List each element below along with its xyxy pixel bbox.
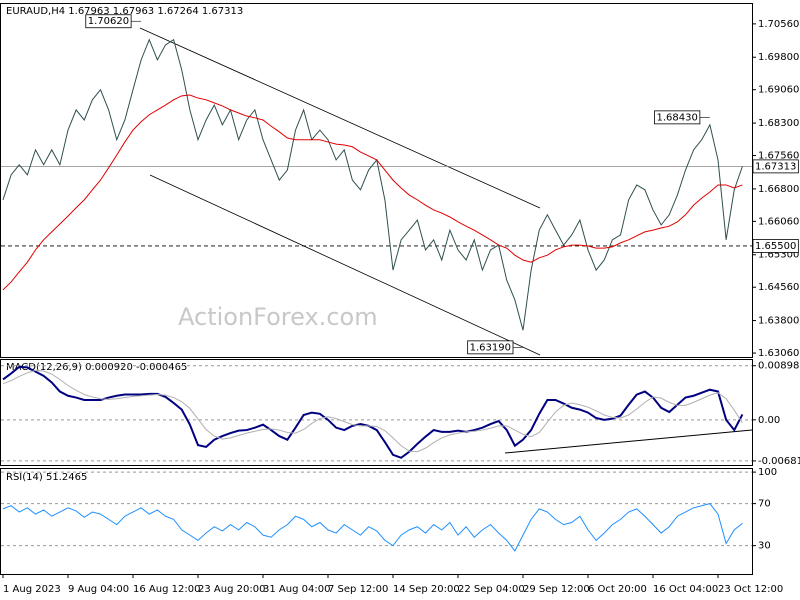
y-tick-label: 1.69800: [758, 52, 799, 63]
channel-line: [139, 27, 541, 209]
x-tick-label: 31 Aug 04:00: [263, 584, 330, 595]
x-tick-label: 9 Aug 04:00: [68, 584, 129, 595]
series-line: [2, 369, 743, 453]
series-line: [2, 38, 743, 331]
y-tick-label: 70: [758, 499, 771, 510]
annotation-label-box: [467, 340, 514, 355]
series-line: [2, 94, 743, 291]
x-tick-label: 14 Sep 20:00: [393, 584, 460, 595]
annotation-label: 1.68430: [657, 112, 698, 123]
x-tick-label: 23 Aug 20:00: [198, 584, 265, 595]
x-tick-label: 6 Oct 20:00: [588, 584, 647, 595]
annotation-label: 1.63190: [470, 342, 511, 353]
level-label: 1.67313: [755, 161, 796, 172]
macd-trendline: [504, 429, 753, 454]
y-tick-label: 30: [758, 541, 771, 552]
rsi-title: RSI(14) 51.2465: [6, 472, 87, 483]
annotation-label: 1.70620: [88, 16, 129, 27]
x-tick-label: 7 Sep 12:00: [328, 584, 388, 595]
x-tick-label: 22 Sep 04:00: [458, 584, 525, 595]
series-line: [2, 365, 744, 459]
y-tick-label: 1.63060: [758, 348, 799, 359]
y-tick-label: 1.64560: [758, 282, 799, 293]
y-tick-label: 1.66060: [758, 216, 799, 227]
annotation-label-box: [654, 110, 701, 125]
y-tick-label: 0.008986: [758, 361, 800, 372]
x-tick-label: 1 Aug 2023: [3, 584, 61, 595]
y-tick-label: 100: [758, 467, 777, 478]
x-tick-label: 29 Sep 12:00: [523, 584, 590, 595]
rsi-panel: [0, 468, 753, 575]
macd-panel: [0, 359, 753, 466]
y-tick-label: 1.67560: [758, 151, 799, 162]
y-tick-label: 1.70560: [758, 19, 799, 30]
y-tick-label: 1.63800: [758, 316, 799, 327]
channel-line: [149, 174, 541, 356]
watermark: ActionForex.com: [178, 303, 378, 331]
y-tick-label: 1.68300: [758, 118, 799, 129]
x-tick-label: 16 Aug 12:00: [133, 584, 200, 595]
level-label-box: [752, 159, 799, 174]
y-tick-label: 1.65300: [758, 250, 799, 261]
price-panel: [0, 3, 753, 358]
annotation-label-box: [85, 14, 132, 29]
price-title: EURAUD,H4 1.67963 1.67963 1.67264 1.6731…: [6, 6, 243, 17]
series-line: [2, 503, 743, 552]
y-tick-label: 1.66800: [758, 184, 799, 195]
macd-title: MACD(12,26,9) 0.000920 -0.000465: [6, 362, 187, 373]
y-tick-label: 1.69060: [758, 85, 799, 96]
level-label-box: [752, 239, 799, 253]
y-tick-label: 0.00: [758, 415, 780, 426]
x-tick-label: 23 Oct 12:00: [718, 584, 783, 595]
y-tick-label: -0.006816: [758, 456, 800, 467]
x-tick-label: 16 Oct 04:00: [653, 584, 718, 595]
level-label: 1.65500: [755, 241, 796, 252]
